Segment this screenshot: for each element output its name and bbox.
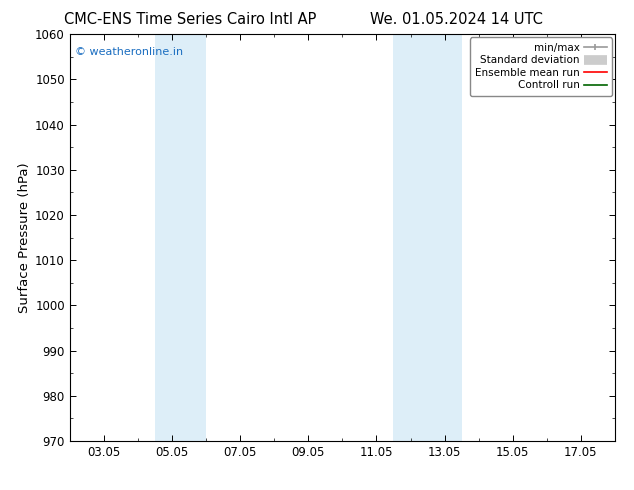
Bar (155, 34, 206, 441)
Text: © weatheronline.in: © weatheronline.in (75, 47, 183, 56)
Text: We. 01.05.2024 14 UTC: We. 01.05.2024 14 UTC (370, 12, 543, 27)
Bar (394, 34, 462, 441)
Y-axis label: Surface Pressure (hPa): Surface Pressure (hPa) (18, 162, 31, 313)
Text: CMC-ENS Time Series Cairo Intl AP: CMC-ENS Time Series Cairo Intl AP (64, 12, 316, 27)
Legend: min/max, Standard deviation, Ensemble mean run, Controll run: min/max, Standard deviation, Ensemble me… (470, 37, 612, 96)
